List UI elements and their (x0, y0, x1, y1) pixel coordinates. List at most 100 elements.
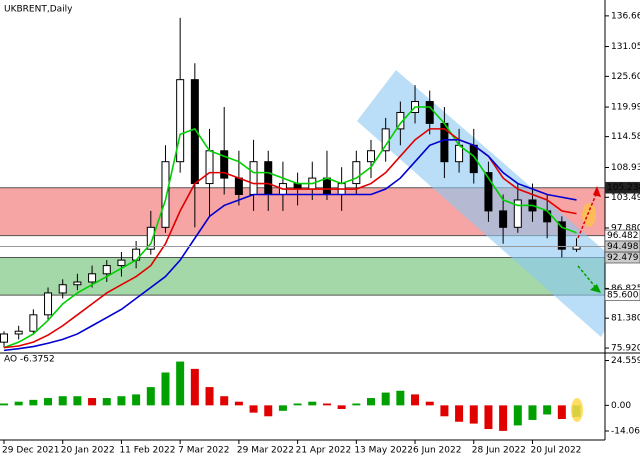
ao-bar (73, 396, 82, 406)
ao-bar (440, 405, 449, 417)
arrow-up (577, 191, 598, 239)
y-tick-label: 103.490 (611, 193, 640, 203)
candle-body (249, 161, 258, 195)
y-tick-label: 119.990 (611, 103, 640, 113)
arrow-head (590, 284, 601, 293)
x-tick-label: 6 Jun 2022 (413, 446, 461, 456)
y-tick-label: 114.585 (611, 132, 640, 142)
candle-body (58, 284, 67, 294)
ao-bar (205, 387, 214, 406)
ao-bar (367, 398, 375, 406)
y-tick-label: 131.055 (611, 42, 640, 52)
ao-bar (234, 401, 243, 406)
ao-bar (146, 387, 155, 406)
x-tick-label: 29 Dec 2021 (2, 446, 60, 456)
level-label: 92.479 (607, 253, 639, 263)
y-tick-label: 75.920 (611, 344, 640, 354)
candle-body (499, 210, 508, 228)
ao-bar (308, 401, 317, 406)
candle-body (29, 314, 38, 332)
candle-body (117, 259, 126, 267)
ao-bar (117, 396, 126, 406)
ao-bar (484, 405, 493, 430)
level-label: 105.238 (607, 183, 640, 193)
candle-body (88, 273, 97, 283)
ao-bar (0, 403, 8, 406)
zone (0, 257, 605, 296)
level-label: 94.498 (607, 242, 639, 252)
y-tick-label: 125.600 (611, 72, 640, 82)
ao-bar (220, 396, 229, 406)
candle-body (102, 265, 111, 275)
ao-bar (411, 394, 420, 406)
ma-line (3, 139, 577, 352)
ao-bar (88, 398, 97, 406)
candle-body (352, 161, 361, 185)
level-box (604, 181, 640, 194)
ao-bar (528, 405, 537, 420)
ao-bar (132, 394, 141, 406)
candle-body (220, 150, 229, 179)
candle-body (44, 292, 53, 316)
indicator-value: -6.3752 (20, 355, 55, 365)
ao-bar (352, 403, 361, 406)
axes: 136.665 131.055 125.600 119.990 114.585 108.9… (2, 11, 640, 456)
indicator-title: AO (4, 355, 17, 365)
ao-bar (264, 405, 273, 417)
ao-bar (499, 405, 508, 431)
highlight (582, 203, 596, 227)
y-tick-label: 86.825 (611, 284, 640, 294)
candle-body (14, 330, 23, 335)
ao-bar (102, 398, 111, 406)
level-box (604, 289, 640, 301)
ao-bar (190, 368, 199, 406)
x-tick-label: 28 Jun 2022 (472, 446, 526, 456)
candle-body (161, 161, 170, 228)
y-tick-label: -14.064 (611, 426, 640, 436)
level-label: 85.600 (607, 291, 639, 301)
x-tick-label: 7 Mar 2022 (178, 446, 229, 456)
ao-bar (176, 361, 185, 406)
ao-bar (249, 405, 258, 413)
candle-body (293, 183, 302, 190)
candle-body (425, 101, 434, 124)
ao-bar (557, 405, 566, 420)
ao-bar (293, 403, 302, 406)
ao-bar (322, 403, 331, 406)
candle-body (176, 79, 185, 163)
x-tick-label: 20 Jan 2022 (61, 446, 115, 456)
y-tick-label: 97.880 (611, 223, 640, 233)
candle-body (234, 177, 243, 195)
candle-body (322, 177, 331, 195)
ao-bar (469, 405, 478, 424)
x-tick-label: 20 Jul 2022 (530, 446, 581, 456)
ao-bar (58, 396, 67, 406)
ao-bar (513, 405, 522, 426)
chart-title: UKBRENT,Daily (4, 5, 73, 15)
candle-body (557, 221, 566, 250)
level-box (604, 240, 640, 253)
candle-body (367, 150, 375, 163)
candle-body (0, 333, 8, 343)
ao-bar (455, 405, 464, 422)
candle-body (264, 161, 273, 195)
ao-bar (161, 372, 170, 406)
y-tick-label: 108.935 (611, 163, 640, 173)
candle-body (513, 199, 522, 228)
ao-bar (543, 405, 552, 415)
ao-bar (396, 390, 405, 406)
candle-body (381, 128, 390, 152)
x-tick-label: 13 May 2022 (354, 446, 413, 456)
x-tick-label: 29 Mar 2022 (237, 446, 294, 456)
ao-bar (14, 401, 23, 406)
y-tick-label: 136.665 (611, 11, 640, 21)
ao-bar (381, 392, 390, 406)
x-tick-label: 21 Apr 2022 (296, 446, 352, 456)
y-tick-label: 0.00 (611, 401, 631, 411)
candle-body (484, 172, 493, 212)
ao-bar (278, 405, 287, 411)
y-tick-label: 24.559 (611, 356, 640, 366)
level-label: 96.482 (607, 231, 639, 241)
ao-bar (44, 398, 53, 406)
